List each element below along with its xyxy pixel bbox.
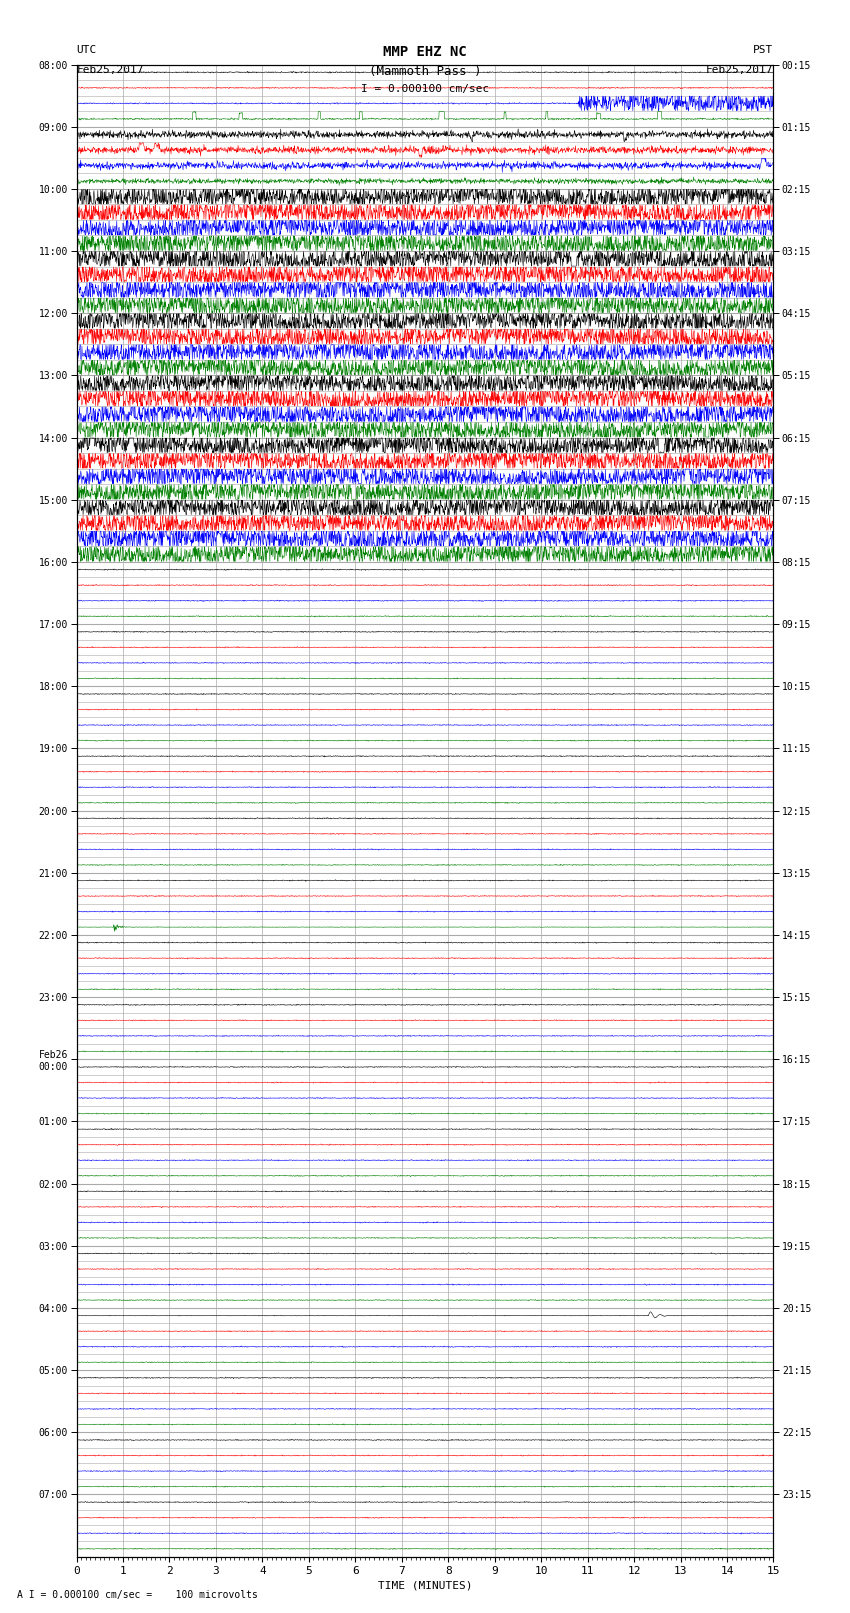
Text: (Mammoth Pass ): (Mammoth Pass ) xyxy=(369,65,481,77)
X-axis label: TIME (MINUTES): TIME (MINUTES) xyxy=(377,1581,473,1590)
Text: MMP EHZ NC: MMP EHZ NC xyxy=(383,45,467,60)
Text: Feb25,2017: Feb25,2017 xyxy=(76,65,144,74)
Text: I = 0.000100 cm/sec: I = 0.000100 cm/sec xyxy=(361,84,489,94)
Text: UTC: UTC xyxy=(76,45,97,55)
Text: PST: PST xyxy=(753,45,774,55)
Text: Feb25,2017: Feb25,2017 xyxy=(706,65,774,74)
Text: A I = 0.000100 cm/sec =    100 microvolts: A I = 0.000100 cm/sec = 100 microvolts xyxy=(17,1590,258,1600)
